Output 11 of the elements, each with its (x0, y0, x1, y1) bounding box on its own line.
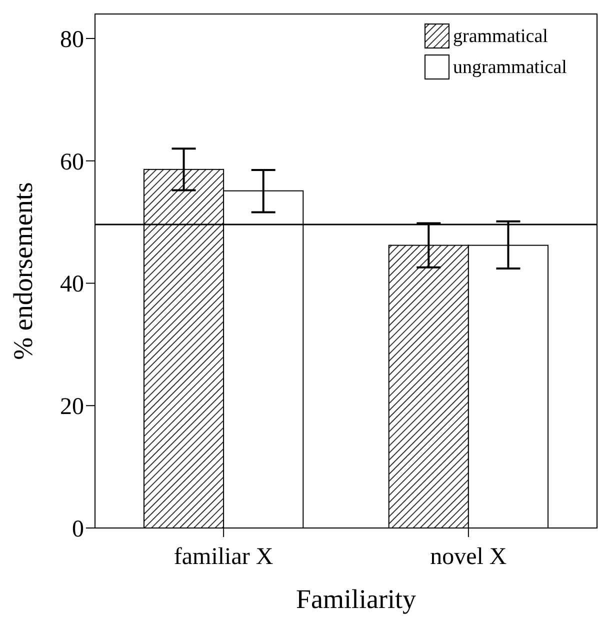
legend-label: grammatical (453, 26, 548, 47)
y-tick-label: 20 (60, 394, 84, 420)
y-tick-label: 40 (60, 272, 84, 298)
x-tick-label: familiar X (174, 544, 274, 570)
y-tick-label: 80 (60, 26, 84, 53)
x-tick-label: novel X (430, 544, 507, 570)
y-axis-title: % endorsements (8, 182, 38, 360)
y-tick-label: 0 (72, 516, 84, 542)
legend-label: ungrammatical (453, 57, 567, 78)
x-axis-title: Familiarity (296, 584, 416, 614)
y-tick-label: 60 (60, 149, 84, 176)
